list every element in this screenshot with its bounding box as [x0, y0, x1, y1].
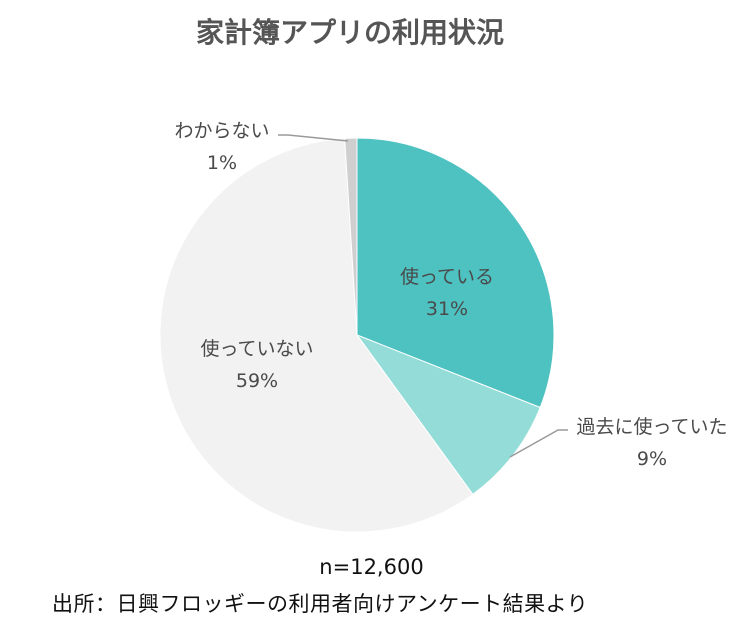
source-note: 出所：日興フロッギーの利用者向けアンケート結果より — [52, 592, 589, 616]
slice-used-before-leader — [509, 429, 568, 458]
sample-size: n=12,600 — [319, 555, 424, 579]
slice-unknown-value: 1% — [207, 152, 237, 174]
slice-not-using — [159, 137, 474, 533]
slice-labels: 使っている 31% 過去に使っていた 9% 使っていない 59% わからない 1% — [174, 120, 727, 470]
slice-unknown-label: わからない — [174, 120, 269, 142]
pie-chart: 家計簿アプリの利用状況 使っている 31% 過去に使っていた 9% 使っていない 59% わ… — [159, 16, 728, 533]
slice-used-before-label: 過去に使っていた — [576, 416, 727, 438]
slice-unknown-leader — [278, 134, 349, 142]
leader-lines — [278, 134, 568, 458]
chart-title: 家計簿アプリの利用状況 — [196, 16, 504, 49]
slice-using-label: 使っている — [400, 266, 494, 288]
slice-not-using-label: 使っていない — [200, 338, 313, 360]
slice-not-using-value: 59% — [236, 370, 278, 392]
slice-unknown — [344, 137, 358, 336]
slice-using — [356, 137, 555, 409]
pie-slices — [159, 137, 555, 533]
slice-used-before-value: 9% — [637, 448, 667, 470]
slice-using-value: 31% — [426, 298, 468, 320]
